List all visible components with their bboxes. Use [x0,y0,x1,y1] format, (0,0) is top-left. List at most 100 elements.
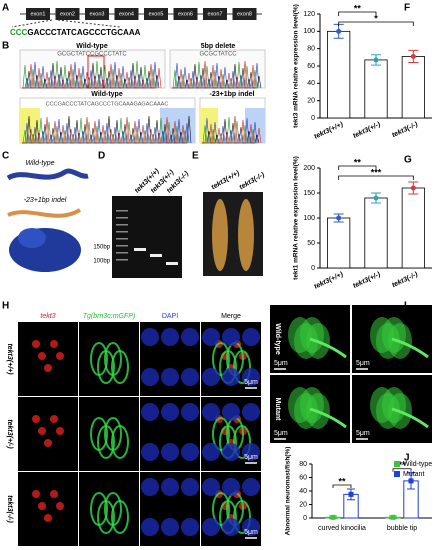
y-tick-label: 20 [299,501,307,508]
legend-swatch [394,471,400,477]
nucleus [222,478,240,496]
ladder-band [116,259,128,261]
bar [364,197,388,269]
sig-bracket [338,175,414,180]
nucleus [181,518,199,536]
nucleus [141,518,159,536]
ladder-band [116,245,128,247]
seq: GCGCTATCC [199,52,237,58]
sig-label: *** [371,167,382,177]
label: Wild-type [76,43,108,50]
panel-label: J [404,453,410,464]
exon-label: exon3 [90,11,105,17]
y-tick-label: 20 [307,98,315,105]
exon [26,8,50,20]
y-tick-label: 120 [303,11,315,18]
x-tick-label: bubble tip [387,525,417,532]
legend-label: Mutant [403,471,424,478]
fish [212,199,228,271]
nucleus [242,518,260,536]
panel-label: E [192,151,199,162]
scale-label: 5μm [274,430,288,437]
x-tick-label: tekt3(-/-) [391,121,420,139]
signal [44,439,52,447]
scale-label: 5μm [244,379,258,386]
marker-label: 150bp [93,245,110,251]
signal [44,364,52,372]
mean-point [410,53,416,59]
sig-bracket [392,468,412,472]
y-tick-label: 50 [307,240,315,247]
nucleus [202,328,220,346]
nucleus [222,328,240,346]
nucleus [161,443,179,461]
gel [112,196,182,278]
panel-i: 5μm 5μm Wild-type 5μm 5μm Mutant [270,305,432,443]
nucleus [161,403,179,421]
label: 5bp delete [201,43,236,50]
seq: GCGCTATCCGCCCTATC [57,52,127,58]
lane-labels: tekt3(+/+)tekt3(+/-)tekt3(-/-) [134,167,191,194]
signal [38,427,46,435]
exon [85,8,109,20]
x-tick-label: tekt3(+/-) [352,271,382,290]
column-header: Tg(brn3c:mGFP) [83,313,136,320]
zoom-line [57,19,121,28]
ladder-band [116,224,128,226]
panel-label: H [2,301,9,312]
target-sequence: CCCGACCCTATCAGCCCTGCAAA [10,28,141,37]
trace [22,116,186,144]
bar [401,187,425,269]
micrograph [18,397,78,471]
sig-label: ** [354,157,362,167]
y-tick-label: 80 [307,46,315,53]
exon-label: exon6 [178,11,193,17]
y-tick-label: 40 [299,488,307,495]
nucleus [242,478,260,496]
kinocilia [391,407,429,429]
nucleus [141,368,159,386]
nucleus [222,518,240,536]
nucleus [161,518,179,536]
exon-label: exon8 [237,11,252,17]
x-tick-label: tekt3(+/+) [313,121,345,141]
y-tick-label: 200 [303,165,315,172]
exon [144,8,168,20]
nucleus [181,403,199,421]
legend-label: Wild-type [403,461,432,468]
trace [22,115,192,144]
sig-bracket [338,11,377,16]
column-header: Merge [221,313,241,320]
trace [202,115,262,144]
bar [327,217,351,269]
panel-label: C [2,151,9,162]
x-tick-label: tekt3(+/-) [352,121,382,140]
mean-point [408,478,414,484]
mean-point [336,215,342,221]
y-tick-label: 40 [307,80,315,87]
nucleus [181,443,199,461]
protein [7,208,82,218]
nucleus [202,478,220,496]
sig-bracket [338,21,414,26]
micrograph [79,472,139,546]
exon [114,8,139,20]
exon-row: exon1 exon2 exon3 exon4 exon5 exon6 exon7 exon8 [26,8,257,20]
column-header: tekt3 [40,313,55,320]
band [166,262,178,265]
y-tick-label: 100 [303,28,315,35]
nucleus [222,443,240,461]
scale-label: 5μm [244,454,258,461]
bar [401,56,425,119]
row-label: Wild-type [274,323,281,355]
trace [22,118,190,144]
micrograph [18,472,78,546]
nucleus [242,443,260,461]
exon-label: exon2 [60,11,75,17]
exon [203,8,227,20]
zoom-line [11,19,53,28]
traces [22,60,262,144]
panel-label: G [404,155,412,166]
label: -23+1bp indel [24,197,67,204]
mean-point [336,28,342,34]
